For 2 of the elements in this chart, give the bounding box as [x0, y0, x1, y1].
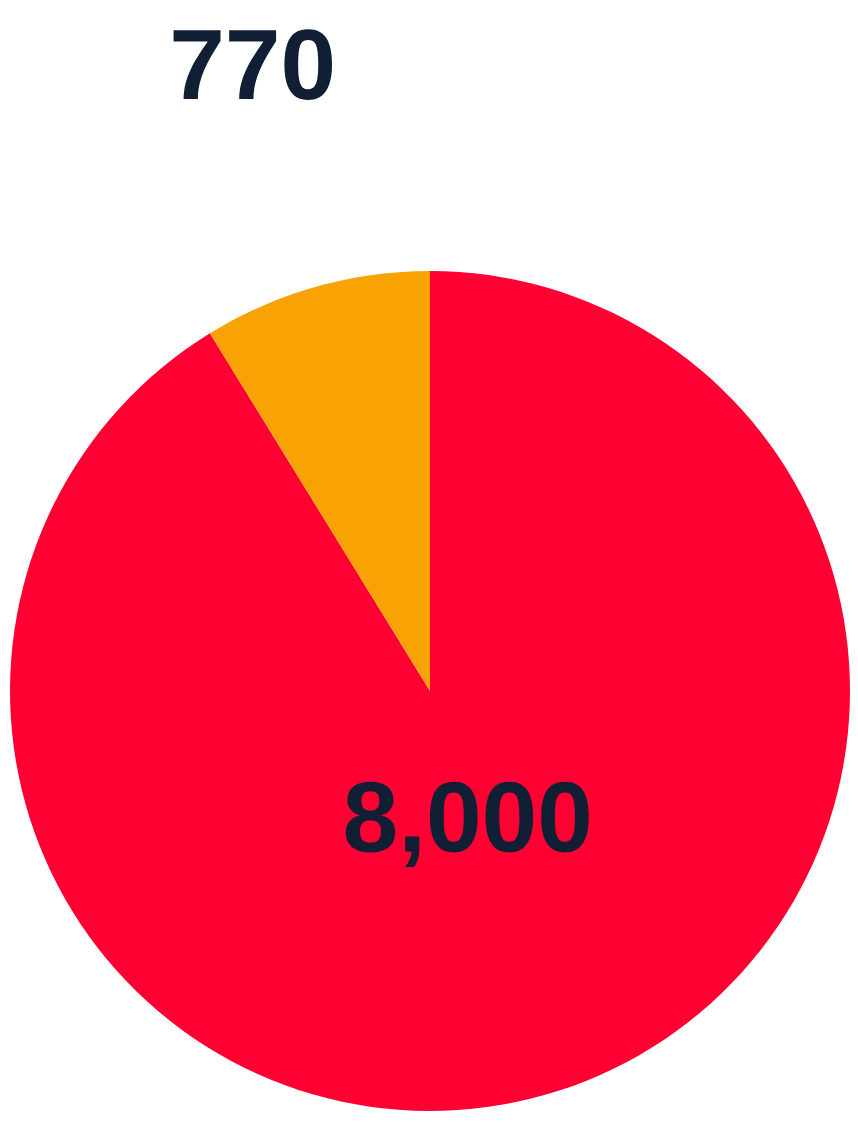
- data-label: 770: [173, 29, 332, 100]
- data-label: 8,000: [345, 781, 589, 867]
